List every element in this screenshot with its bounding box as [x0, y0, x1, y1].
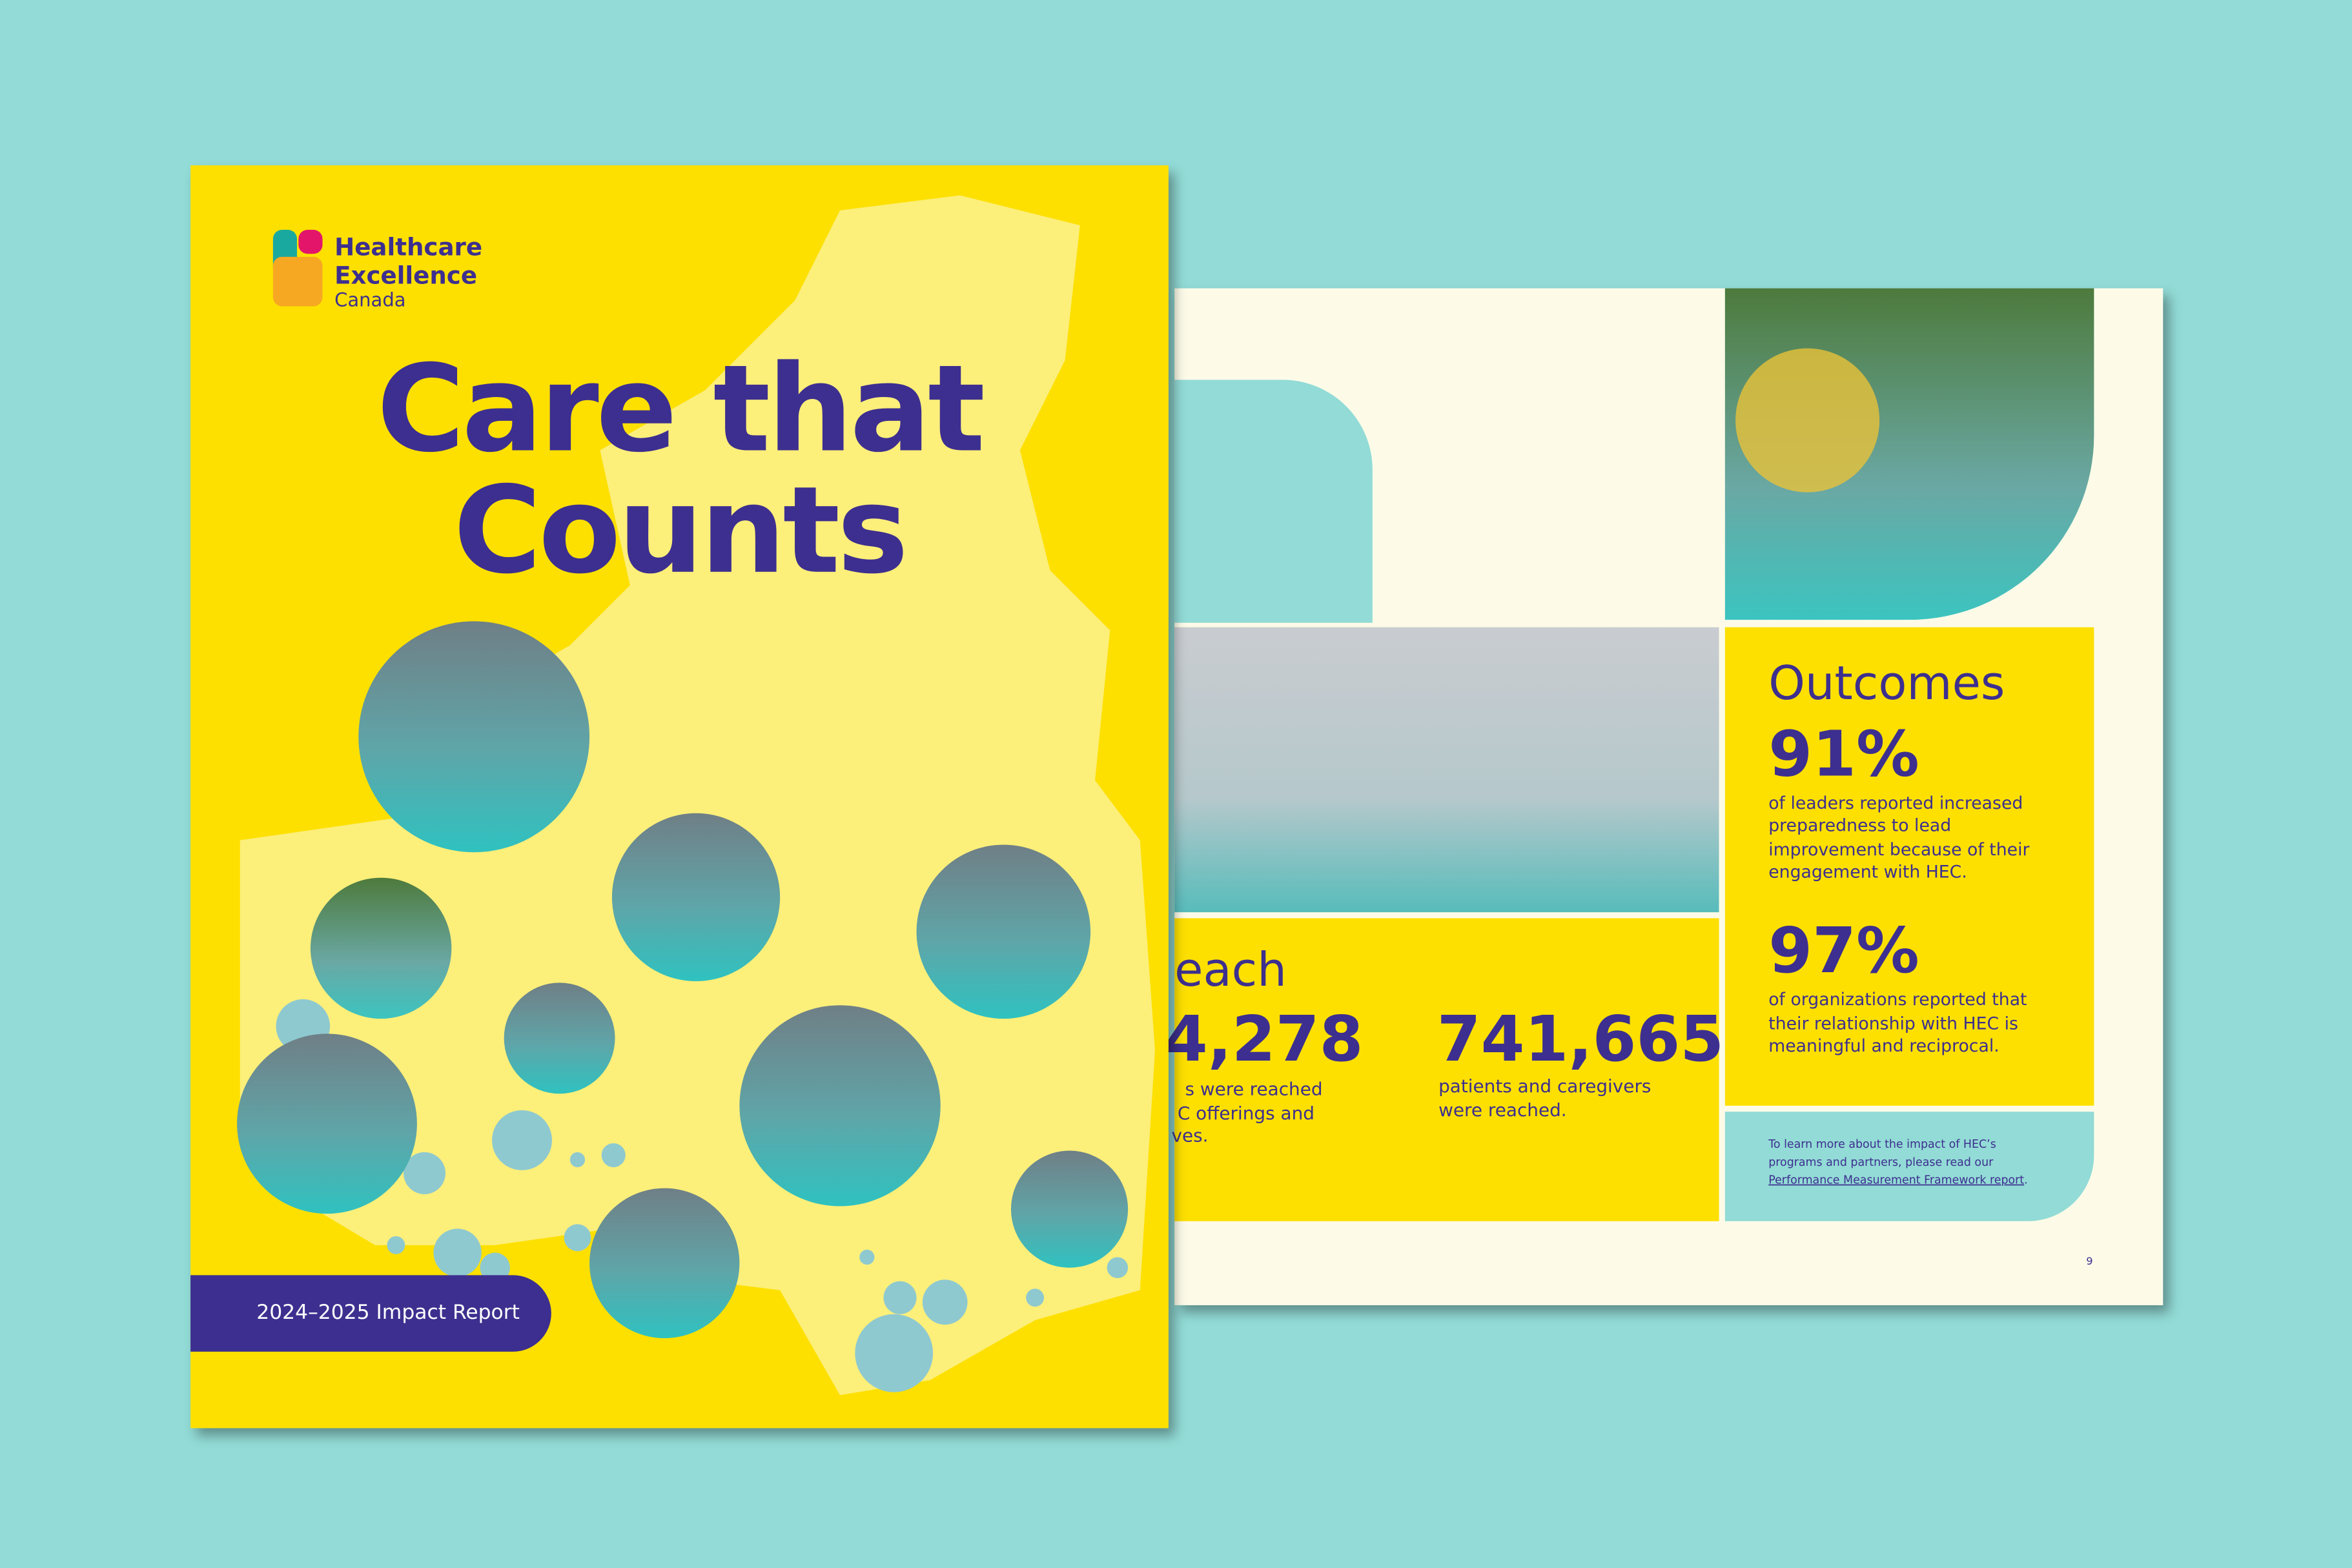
photo-circle: [237, 1033, 417, 1214]
logo-text: Canada: [334, 289, 405, 311]
note-box: [1724, 1112, 2094, 1221]
note-text: To learn more about the impact of HEC’s: [1768, 1138, 1996, 1151]
dot: [1026, 1288, 1045, 1307]
dot: [883, 1281, 917, 1314]
outcome-text: their relationship with HEC is: [1768, 1013, 2018, 1033]
dot: [922, 1279, 968, 1325]
dot: [387, 1236, 405, 1254]
photo-circle: [916, 844, 1091, 1019]
outcomes-box: [1724, 627, 2094, 1106]
outcome-stat: 97%: [1768, 914, 1919, 988]
dot: [433, 1228, 482, 1277]
dot: [403, 1152, 446, 1194]
cover-title: Care that: [377, 339, 983, 479]
reach-stat: 741,665: [1437, 1003, 1724, 1076]
logo: Healthcare Excellence Canada: [272, 230, 482, 311]
photo-circle: [589, 1188, 740, 1338]
dot: [492, 1110, 552, 1170]
photo-circle: [611, 813, 781, 982]
outcome-stat: 91%: [1768, 718, 1919, 791]
logo-shape: [298, 230, 323, 254]
outcome-text: engagement with HEC.: [1768, 862, 1967, 882]
outcome-text: meaningful and reciprocal.: [1768, 1036, 1999, 1056]
dot: [569, 1152, 586, 1168]
outcome-text: of leaders reported increased: [1768, 793, 2023, 813]
badge-text: 2024–2025 Impact Report: [256, 1301, 520, 1324]
logo-text: Healthcare: [334, 233, 482, 261]
page-number: 9: [2086, 1255, 2092, 1267]
reach-box: [1174, 918, 1719, 1221]
photo-circle: [310, 877, 452, 1019]
note-text: programs and partners, please read our: [1768, 1156, 1994, 1169]
outcome-text: of organizations reported that: [1768, 990, 2027, 1010]
reach-text: patients and caregivers: [1438, 1075, 1651, 1097]
dot: [564, 1224, 591, 1252]
outcomes-heading: Outcomes: [1768, 656, 2005, 710]
cover-title: Counts: [453, 460, 905, 600]
reach-text: s were reached: [1185, 1079, 1322, 1100]
reach-heading: each: [1174, 942, 1287, 997]
dot: [855, 1314, 934, 1392]
report-badge: [190, 1275, 551, 1352]
lab-photo: [1174, 627, 1719, 913]
note-end: .: [2024, 1174, 2028, 1187]
photo-circles: [237, 621, 1129, 1338]
dot: [1107, 1257, 1129, 1279]
dot: [859, 1249, 875, 1265]
reach-text: were reached.: [1438, 1099, 1567, 1121]
logo-text: Excellence: [334, 261, 477, 290]
photo-circle: [739, 1005, 941, 1207]
dot: [601, 1143, 626, 1168]
photo-circle: [358, 621, 590, 853]
note-line: Performance Measurement Framework report…: [1768, 1174, 2027, 1187]
outcome-text: preparedness to lead: [1768, 816, 1951, 836]
photo-detail: [1735, 348, 1880, 493]
reach-text: C offerings and: [1178, 1103, 1314, 1124]
teal-shape: [1174, 380, 1373, 623]
logo-shape: [272, 256, 323, 307]
note-link[interactable]: Performance Measurement Framework report: [1768, 1174, 2024, 1187]
photo-circle: [1010, 1150, 1129, 1268]
photo-circle: [504, 983, 615, 1094]
reach-text: ves.: [1172, 1125, 1209, 1146]
reach-stat: 4,278: [1164, 1003, 1364, 1076]
outcome-text: improvement because of their: [1768, 840, 2029, 860]
